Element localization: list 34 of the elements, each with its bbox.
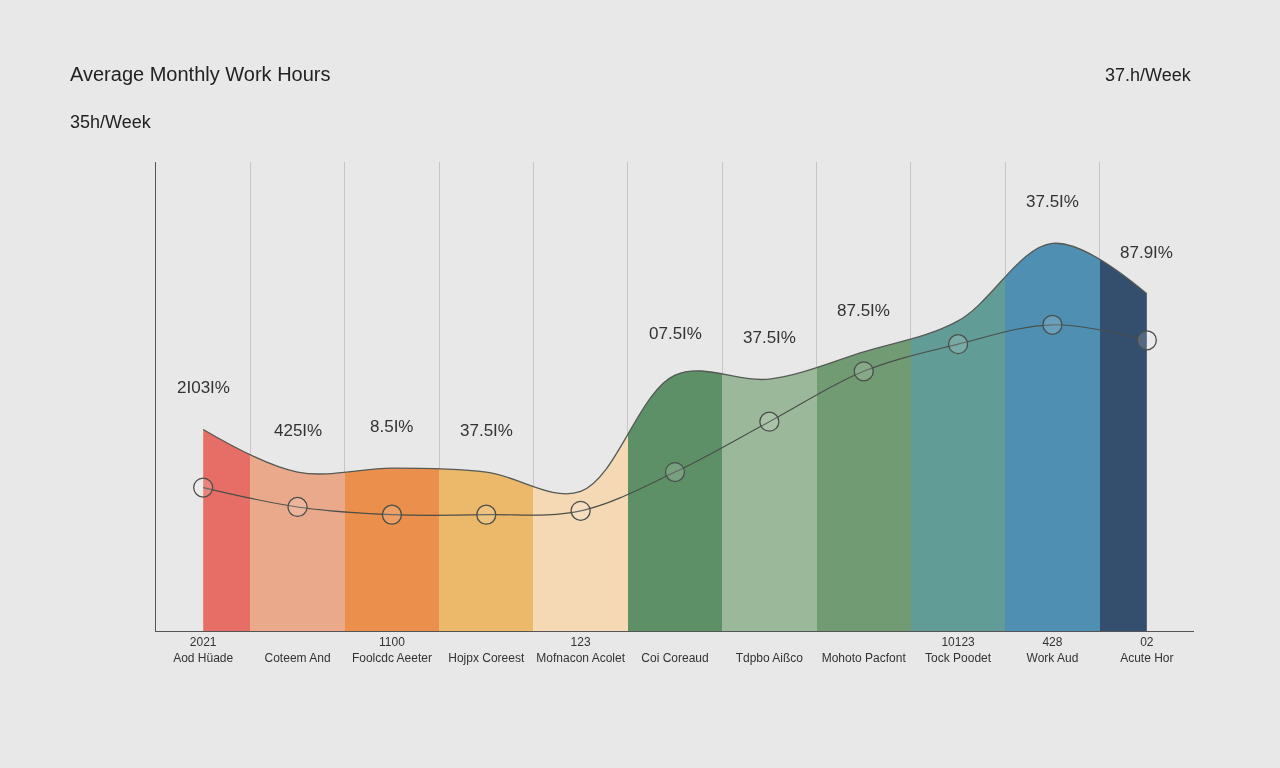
x-tick-label: Tdpbo Aißco bbox=[735, 651, 804, 665]
x-tick-label: 123 Mofnacon Acolet bbox=[536, 635, 626, 665]
annotation: 425I% bbox=[274, 421, 323, 440]
point bbox=[476, 504, 497, 525]
chart-subtitle: 35h/Week bbox=[70, 112, 152, 132]
x-tick-label: 2021 Aod Hüade bbox=[173, 635, 234, 665]
point bbox=[1042, 314, 1063, 335]
annotation: 37.5I% bbox=[743, 328, 796, 347]
point bbox=[570, 500, 591, 521]
x-tick-label: 10123 Tock Poodet bbox=[925, 635, 992, 665]
point bbox=[664, 461, 686, 483]
point bbox=[381, 504, 403, 525]
point bbox=[947, 334, 969, 355]
point bbox=[1136, 330, 1157, 351]
annotation: 87.5I% bbox=[837, 301, 890, 320]
x-tick-label: Hojpx Coreest bbox=[448, 651, 525, 665]
annotation: 37.5I% bbox=[460, 421, 513, 440]
x-tick-label: Mohoto Pacfont bbox=[821, 651, 907, 665]
annotation: 2I03I% bbox=[177, 378, 230, 397]
annotation: 87.9I% bbox=[1120, 243, 1173, 262]
point bbox=[193, 477, 214, 498]
annotation: 37.5I% bbox=[1026, 192, 1079, 211]
point bbox=[759, 411, 780, 432]
point bbox=[853, 361, 874, 382]
x-tick-label: 1100 Foolcdc Aeeter bbox=[351, 635, 432, 665]
point bbox=[287, 496, 308, 518]
x-tick-label: Coi Coreaud bbox=[641, 651, 709, 665]
annotation: 8.5I% bbox=[370, 417, 414, 436]
x-tick-label: 428 Work Aud bbox=[1026, 635, 1079, 665]
chart-title: Average Monthly Work Hours bbox=[70, 63, 331, 85]
annotation: 07.5I% bbox=[649, 324, 702, 343]
x-tick-label: 02 Acute Hor bbox=[1120, 635, 1174, 665]
text: 37.h/Week bbox=[1105, 65, 1192, 85]
x-tick-label: Coteem And bbox=[264, 651, 331, 665]
